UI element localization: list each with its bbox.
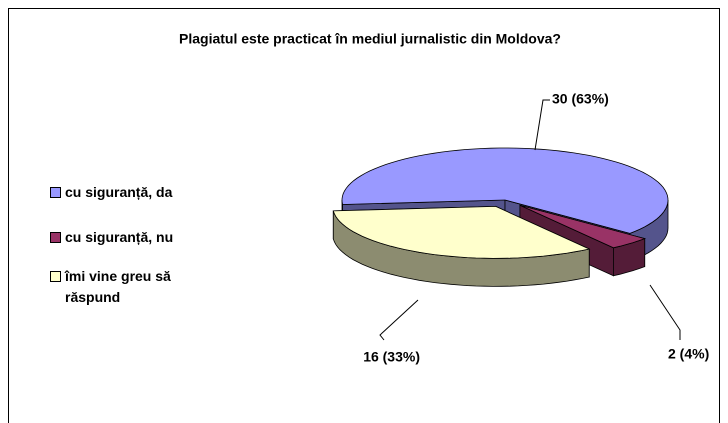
data-label: 16 (33%) <box>363 349 420 365</box>
legend-entry: cu siguranță, da <box>50 182 225 203</box>
data-label: 30 (63%) <box>552 91 609 107</box>
legend-label: îmi vine greu să răspund <box>65 268 171 305</box>
legend-entry: cu siguranță, nu <box>50 227 225 248</box>
frame <box>8 8 720 423</box>
legend-swatch <box>50 232 61 243</box>
chart-title: Plagiatul este practicat în mediul jurna… <box>179 31 561 47</box>
data-label: 2 (4%) <box>668 346 709 362</box>
legend-swatch <box>50 187 61 198</box>
leader-line <box>649 284 681 340</box>
legend-label: cu siguranță, da <box>65 184 173 200</box>
slice <box>519 204 647 249</box>
leader-line <box>379 299 419 341</box>
legend-entry: îmi vine greu să răspund <box>50 266 225 308</box>
slice <box>341 147 669 234</box>
slice <box>332 205 591 259</box>
legend-swatch <box>50 271 61 282</box>
legend-label: cu siguranță, nu <box>65 229 174 245</box>
leader-line <box>534 99 550 151</box>
